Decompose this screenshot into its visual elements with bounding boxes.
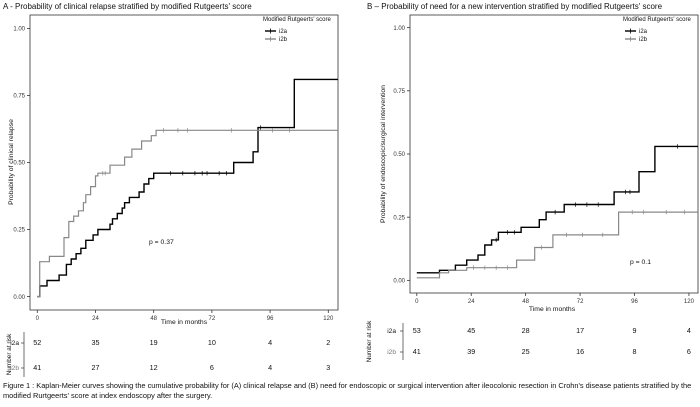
x-tick-label-a: 96 <box>267 316 274 322</box>
legend-b: Modified Rutgeerts' score i2a i2b <box>623 17 692 43</box>
x-tick-label-a: 0 <box>36 316 40 322</box>
risk-row-label-i2b-a: i2b <box>10 365 19 372</box>
chart-title-a: A - Probability of clinical relapse stra… <box>3 2 252 11</box>
x-axis-b: 0 24 48 72 96 120 <box>415 293 695 305</box>
x-tick-label-a: 120 <box>323 316 334 322</box>
risk-count-i2b-b: 39 <box>467 347 475 356</box>
y-tick-label-a: 0.50 <box>13 161 25 167</box>
plot-border-a <box>29 14 339 311</box>
legend-label-i2a-a: i2a <box>279 29 288 35</box>
risk-count-i2b-b: 41 <box>413 347 421 356</box>
risk-table-label-b: Number at risk <box>366 320 373 362</box>
x-axis-label-a: Time in months <box>161 319 208 326</box>
y-tick-label-b: 1.00 <box>393 26 405 32</box>
risk-count-i2b-b: 8 <box>633 347 637 356</box>
risk-count-i2b-a: 3 <box>326 363 330 372</box>
risk-count-i2b-a: 12 <box>150 363 158 372</box>
figure: A - Probability of clinical relapse stra… <box>3 2 699 377</box>
legend-label-i2b-a: i2b <box>279 37 288 43</box>
y-axis-a: 0.00 0.25 0.50 0.75 1.00 <box>13 27 30 301</box>
x-tick-label-b: 96 <box>631 299 638 305</box>
x-tick-label-a: 72 <box>209 316 216 322</box>
risk-table-b: Number at risk i2a 53 45 28 17 9 4 i2b 41 39 25 16 8 6 <box>366 320 691 362</box>
risk-count-i2a-b: 17 <box>576 326 584 335</box>
risk-count-i2a-b: 28 <box>522 326 530 335</box>
y-axis-b: 0.00 0.25 0.50 0.75 1.00 <box>393 26 410 285</box>
y-tick-label-a: 1.00 <box>13 27 25 33</box>
risk-count-i2a-a: 4 <box>268 338 272 347</box>
y-tick-label-b: 0.75 <box>393 89 405 95</box>
km-curve-i2b-a <box>37 129 338 298</box>
x-tick-label-b: 72 <box>577 299 584 305</box>
risk-count-i2a-b: 45 <box>467 326 475 335</box>
p-value-a: p = 0.37 <box>149 239 174 246</box>
curves-a <box>37 78 338 298</box>
chart-title-b: B – Probability of need for a new interv… <box>367 2 663 11</box>
km-curve-i2b-b <box>416 211 698 279</box>
x-tick-label-b: 48 <box>522 299 529 305</box>
risk-row-label-i2a-b: i2a <box>387 328 396 335</box>
risk-count-i2a-a: 52 <box>33 338 41 347</box>
risk-table-label-a: Number at risk <box>6 333 13 375</box>
y-tick-label-b: 0.50 <box>393 152 405 158</box>
risk-count-i2a-b: 9 <box>633 326 637 335</box>
p-value-b: p = 0.1 <box>630 259 651 266</box>
km-curve-i2a-b <box>416 145 698 274</box>
y-tick-label-a: 0.75 <box>13 94 25 100</box>
legend-title-b: Modified Rutgeerts' score <box>623 17 692 23</box>
risk-count-i2a-b: 4 <box>687 326 691 335</box>
km-curve-i2a-a <box>37 78 338 298</box>
y-axis-label-b: Probability of endoscopic/surgical inter… <box>380 85 387 223</box>
figure-caption: Figure 1 : Kaplan-Meier curves showing t… <box>3 381 692 400</box>
legend-a: Modified Rutgeerts' score i2a i2b <box>263 17 332 43</box>
curves-b <box>416 144 698 279</box>
x-axis-a: 0 24 48 72 96 120 <box>36 310 334 322</box>
legend-label-i2a-b: i2a <box>639 29 648 35</box>
x-tick-label-a: 48 <box>150 316 157 322</box>
x-tick-label-a: 24 <box>92 316 99 322</box>
x-tick-label-b: 120 <box>684 299 695 305</box>
risk-count-i2a-a: 35 <box>91 338 99 347</box>
y-axis-label-a: Probability of clinical relapse <box>8 119 15 205</box>
y-tick-label-a: 0.00 <box>13 295 25 301</box>
risk-count-i2b-b: 16 <box>576 347 584 356</box>
x-tick-label-b: 0 <box>415 299 419 305</box>
y-tick-label-b: 0.25 <box>393 215 405 221</box>
panel-b: B – Probability of need for a new interv… <box>366 2 699 362</box>
risk-count-i2b-a: 6 <box>210 363 214 372</box>
legend-title-a: Modified Rutgeerts' score <box>263 17 332 23</box>
risk-count-i2b-b: 25 <box>522 347 530 356</box>
risk-count-i2b-b: 6 <box>687 347 691 356</box>
risk-count-i2a-a: 19 <box>150 338 158 347</box>
risk-count-i2a-b: 53 <box>413 326 421 335</box>
x-axis-label-b: Time in months <box>529 306 576 313</box>
panel-a: A - Probability of clinical relapse stra… <box>3 2 339 377</box>
risk-row-label-i2b-b: i2b <box>387 349 396 356</box>
legend-label-i2b-b: i2b <box>639 37 648 43</box>
y-tick-label-a: 0.25 <box>13 228 25 234</box>
risk-count-i2b-a: 4 <box>268 363 272 372</box>
risk-count-i2a-a: 2 <box>326 338 330 347</box>
risk-count-i2b-a: 27 <box>91 363 99 372</box>
risk-count-i2a-a: 10 <box>208 338 216 347</box>
risk-row-label-i2a-a: i2a <box>10 340 19 347</box>
x-tick-label-b: 24 <box>468 299 475 305</box>
risk-count-i2b-a: 41 <box>33 363 41 372</box>
y-tick-label-b: 0.00 <box>393 279 405 285</box>
